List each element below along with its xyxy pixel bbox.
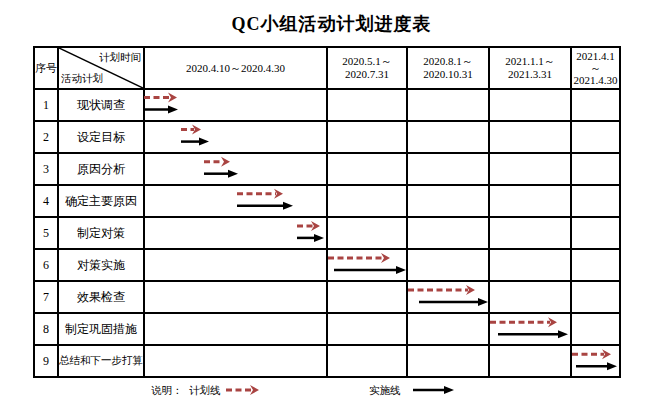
gantt-cell xyxy=(407,281,489,313)
activity-label: 设定目标 xyxy=(58,121,144,153)
legend-prefix: 说明： xyxy=(151,384,183,398)
gantt-cell xyxy=(327,217,407,249)
gantt-cell xyxy=(407,313,489,345)
activity-row-8: 8制定巩固措施 xyxy=(34,313,620,345)
gantt-cell xyxy=(571,313,620,345)
gantt-table: 序号 计划时间 活动计划 2020.4.10～2020.4.302020.5.1… xyxy=(33,46,621,378)
gantt-cell xyxy=(407,89,489,121)
gantt-cell xyxy=(407,121,489,153)
gantt-cell xyxy=(407,153,489,185)
header-seq: 序号 xyxy=(34,47,58,89)
gantt-cell xyxy=(144,313,327,345)
activity-label: 原因分析 xyxy=(58,153,144,185)
activity-label: 现状调查 xyxy=(58,89,144,121)
gantt-cell xyxy=(571,153,620,185)
gantt-cell xyxy=(327,89,407,121)
header-period-3: 2020.8.1～2020.10.31 xyxy=(407,47,489,89)
gantt-cell xyxy=(489,217,571,249)
header-period-4: 2021.1.1～2021.3.31 xyxy=(489,47,571,89)
activity-row-5: 5制定对策 xyxy=(34,217,620,249)
gantt-cell xyxy=(571,249,620,281)
activity-label: 总结和下一步打算 xyxy=(58,345,144,377)
activity-label: 对策实施 xyxy=(58,249,144,281)
gantt-cell xyxy=(144,345,327,377)
gantt-cell xyxy=(407,185,489,217)
header-period-1: 2020.4.10～2020.4.30 xyxy=(144,47,327,89)
row-number: 8 xyxy=(34,313,58,345)
gantt-cell xyxy=(489,121,571,153)
gantt-cell xyxy=(144,249,327,281)
header-period-5: 2021.4.1～2021.4.30 xyxy=(571,47,620,89)
activity-row-6: 6对策实施 xyxy=(34,249,620,281)
gantt-cell xyxy=(489,185,571,217)
gantt-cell xyxy=(327,153,407,185)
activity-label: 效果检查 xyxy=(58,281,144,313)
activity-row-3: 3原因分析 xyxy=(34,153,620,185)
activity-row-2: 2设定目标 xyxy=(34,121,620,153)
activity-row-4: 4确定主要原因 xyxy=(34,185,620,217)
header-activity-plan: 活动计划 xyxy=(61,72,103,85)
activity-row-9: 9总结和下一步打算 xyxy=(34,345,620,377)
gantt-cell xyxy=(407,217,489,249)
page: QC小组活动计划进度表 序号 计划时间 活动计划 2020.4.10～2020.… xyxy=(0,0,663,415)
gantt-cell xyxy=(489,153,571,185)
gantt-cell xyxy=(489,281,571,313)
row-number: 1 xyxy=(34,89,58,121)
gantt-cell xyxy=(327,185,407,217)
legend-actual-label: 实施线 xyxy=(369,384,401,398)
activity-row-1: 1现状调查 xyxy=(34,89,620,121)
gantt-cell xyxy=(571,217,620,249)
row-number: 9 xyxy=(34,345,58,377)
gantt-cell xyxy=(571,281,620,313)
gantt-cell xyxy=(571,185,620,217)
row-number: 6 xyxy=(34,249,58,281)
row-number: 2 xyxy=(34,121,58,153)
gantt-cell xyxy=(489,249,571,281)
row-number: 3 xyxy=(34,153,58,185)
gantt-cell xyxy=(144,281,327,313)
header-row: 序号 计划时间 活动计划 2020.4.10～2020.4.302020.5.1… xyxy=(34,47,620,89)
gantt-cell xyxy=(327,313,407,345)
header-diagonal: 计划时间 活动计划 xyxy=(58,47,144,89)
header-period-2: 2020.5.1～2020.7.31 xyxy=(327,47,407,89)
gantt-cell xyxy=(144,153,327,185)
gantt-cell xyxy=(327,345,407,377)
gantt-cell xyxy=(327,249,407,281)
gantt-cell xyxy=(144,185,327,217)
gantt-cell xyxy=(407,345,489,377)
activity-label: 确定主要原因 xyxy=(58,185,144,217)
gantt-cell xyxy=(144,89,327,121)
gantt-cell xyxy=(144,217,327,249)
gantt-cell xyxy=(489,89,571,121)
gantt-cell xyxy=(144,121,327,153)
gantt-cell xyxy=(489,345,571,377)
activity-label: 制定巩固措施 xyxy=(58,313,144,345)
gantt-cell xyxy=(407,249,489,281)
legend-plan-label: 计划线 xyxy=(189,384,221,398)
gantt-cell xyxy=(571,89,620,121)
gantt-cell xyxy=(489,313,571,345)
page-title: QC小组活动计划进度表 xyxy=(0,12,663,36)
activity-label: 制定对策 xyxy=(58,217,144,249)
gantt-cell xyxy=(327,281,407,313)
row-number: 4 xyxy=(34,185,58,217)
row-number: 7 xyxy=(34,281,58,313)
activity-row-7: 7效果检查 xyxy=(34,281,620,313)
row-number: 5 xyxy=(34,217,58,249)
header-plan-time: 计划时间 xyxy=(99,51,141,64)
gantt-cell xyxy=(571,345,620,377)
gantt-cell xyxy=(327,121,407,153)
gantt-cell xyxy=(571,121,620,153)
